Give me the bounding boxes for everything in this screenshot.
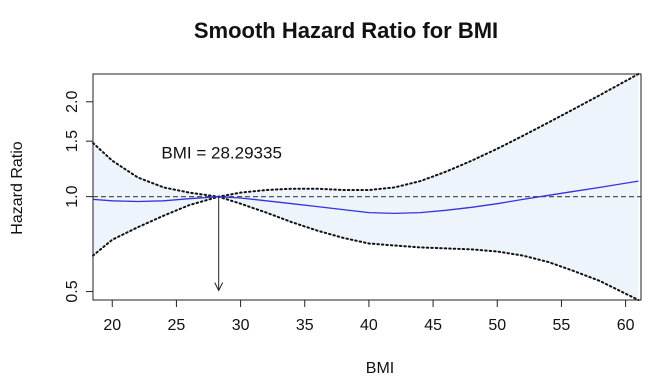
annotation: BMI = 28.29335	[161, 144, 282, 292]
x-tick-label: 30	[232, 317, 250, 334]
annotation-text: BMI = 28.29335	[161, 144, 282, 163]
x-tick-label: 45	[424, 317, 442, 334]
lower-ci-line	[92, 195, 640, 301]
annotation-arrowhead	[214, 282, 224, 292]
x-tick-label: 25	[168, 317, 186, 334]
x-axis-label: BMI	[366, 360, 394, 377]
confidence-band	[93, 74, 639, 300]
y-axis: 0.5 1.0 1.5 2.0	[64, 91, 93, 303]
plot-border	[92, 73, 642, 301]
x-axis: 20 25 30 35 40 45 50 55 60	[103, 300, 635, 334]
x-tick-label: 40	[360, 317, 378, 334]
y-tick-label: 1.0	[64, 185, 81, 207]
estimate-line	[92, 180, 639, 215]
upper-ci-line	[92, 73, 640, 198]
plot-area	[92, 73, 641, 301]
x-tick-label: 55	[553, 317, 571, 334]
x-tick-label: 35	[296, 317, 314, 334]
y-axis-label: Hazard Ratio	[9, 141, 26, 234]
y-tick-label: 1.5	[64, 130, 81, 152]
y-tick-label: 2.0	[64, 91, 81, 113]
x-tick-label: 20	[103, 317, 121, 334]
y-tick-label: 0.5	[64, 280, 81, 302]
chart-title: Smooth Hazard Ratio for BMI	[194, 18, 498, 43]
x-tick-label: 60	[617, 317, 635, 334]
x-tick-label: 50	[488, 317, 506, 334]
